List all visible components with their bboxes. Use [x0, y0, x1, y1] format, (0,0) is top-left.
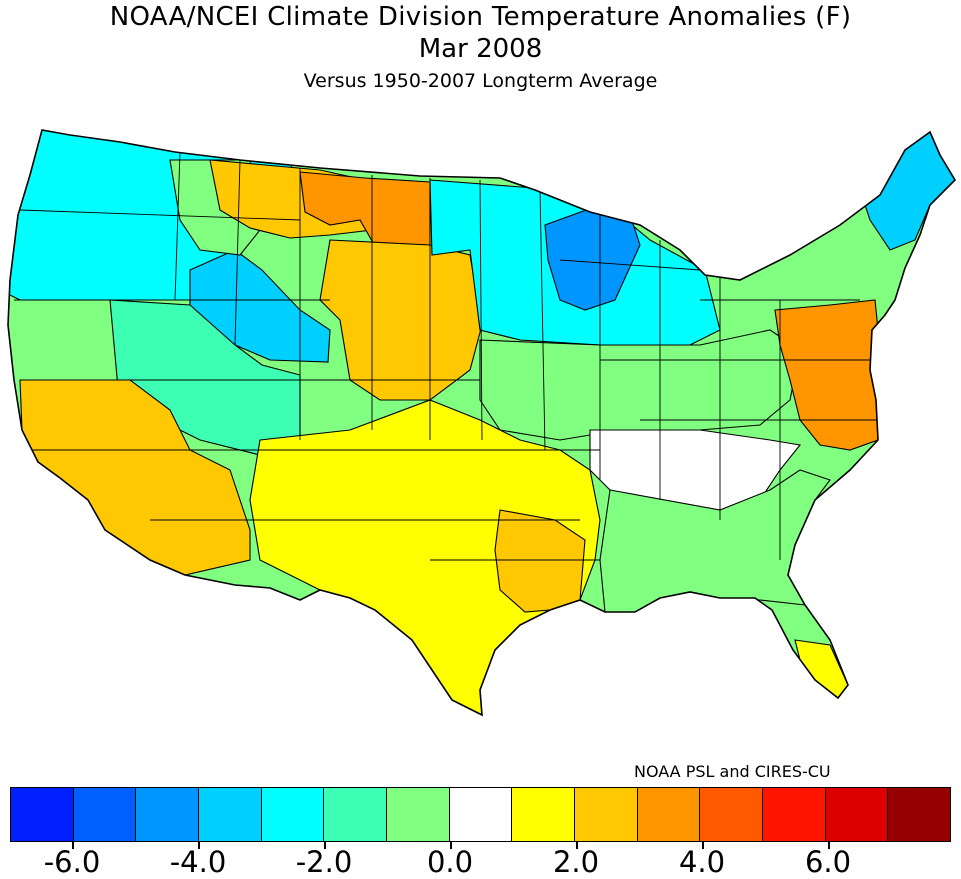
division-boundary: [559, 259, 701, 271]
climate-region-florida-peninsula: [794, 639, 849, 699]
division-boundary: [19, 209, 301, 221]
legend-swatch: [136, 788, 200, 841]
legend-swatch: [261, 788, 325, 841]
legend-tick-label: -2.0: [295, 845, 353, 879]
legend-swatch: [637, 788, 701, 841]
division-boundary: [539, 189, 546, 451]
legend-tick-label: 0.0: [426, 845, 474, 879]
legend-swatch: [763, 788, 826, 841]
legend-tick-mark: [450, 842, 452, 849]
division-boundary: [234, 159, 241, 346]
legend-tick-label: 6.0: [804, 845, 852, 879]
legend-tick-mark: [702, 842, 704, 849]
map-subtitle-month: Mar 2008: [418, 34, 543, 64]
map-subtitle-baseline: Versus 1950-2007 Longterm Average: [303, 70, 658, 92]
division-boundary: [479, 179, 483, 441]
legend-swatch: [700, 788, 764, 841]
legend-swatch: [825, 788, 889, 841]
legend-tick-mark: [198, 842, 200, 849]
us-climate-division-map: [7, 129, 956, 716]
climate-region-mid-atlantic-virginia: [774, 299, 881, 451]
legend-swatch: [11, 788, 74, 841]
legend-swatch: [888, 788, 951, 841]
map-title: NOAA/NCEI Climate Division Temperature A…: [109, 2, 852, 32]
legend-tick-mark: [828, 842, 830, 849]
legend-swatch: [199, 788, 262, 841]
credit-text: NOAA PSL and CIRES-CU: [634, 762, 831, 781]
legend-swatch: [73, 788, 137, 841]
legend-swatch: [449, 788, 513, 841]
legend-tick-mark: [576, 842, 578, 849]
color-legend-bar: [10, 787, 951, 842]
division-boundary: [174, 151, 181, 301]
legend-swatch: [387, 788, 450, 841]
legend-tick-label: -4.0: [169, 845, 227, 879]
climate-region-ohio-valley: [479, 329, 801, 441]
legend-tick-mark: [72, 842, 74, 849]
legend-tick-label: 4.0: [678, 845, 726, 879]
legend-tick-label: -6.0: [43, 845, 101, 879]
legend-tick-label: 2.0: [552, 845, 600, 879]
legend-swatch: [512, 788, 576, 841]
legend-swatch: [324, 788, 388, 841]
legend-tick-mark: [324, 842, 326, 849]
legend-swatch: [575, 788, 638, 841]
